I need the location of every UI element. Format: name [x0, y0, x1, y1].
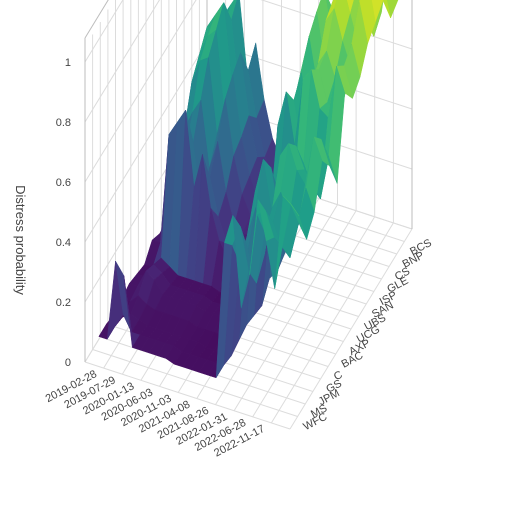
grid-line	[84, 0, 124, 63]
grid-line	[92, 349, 298, 417]
grid-line	[84, 361, 291, 430]
grid-line	[260, 0, 413, 50]
z-tick-label: 0.6	[56, 177, 71, 189]
z-axis-title: Distress probability	[13, 185, 28, 295]
surface-cell	[382, 0, 391, 19]
z-tick-label: 1	[65, 57, 71, 69]
z-tick-label: 0.4	[56, 237, 71, 249]
z-tick-label: 0.8	[56, 117, 71, 129]
z-tick-label: 0.2	[56, 297, 71, 309]
axis-frame	[84, 0, 109, 39]
z-tick-label: 0	[65, 357, 71, 369]
surface-cell	[373, 0, 384, 37]
surface-mesh	[98, 0, 399, 379]
surface-cell	[282, 195, 300, 217]
